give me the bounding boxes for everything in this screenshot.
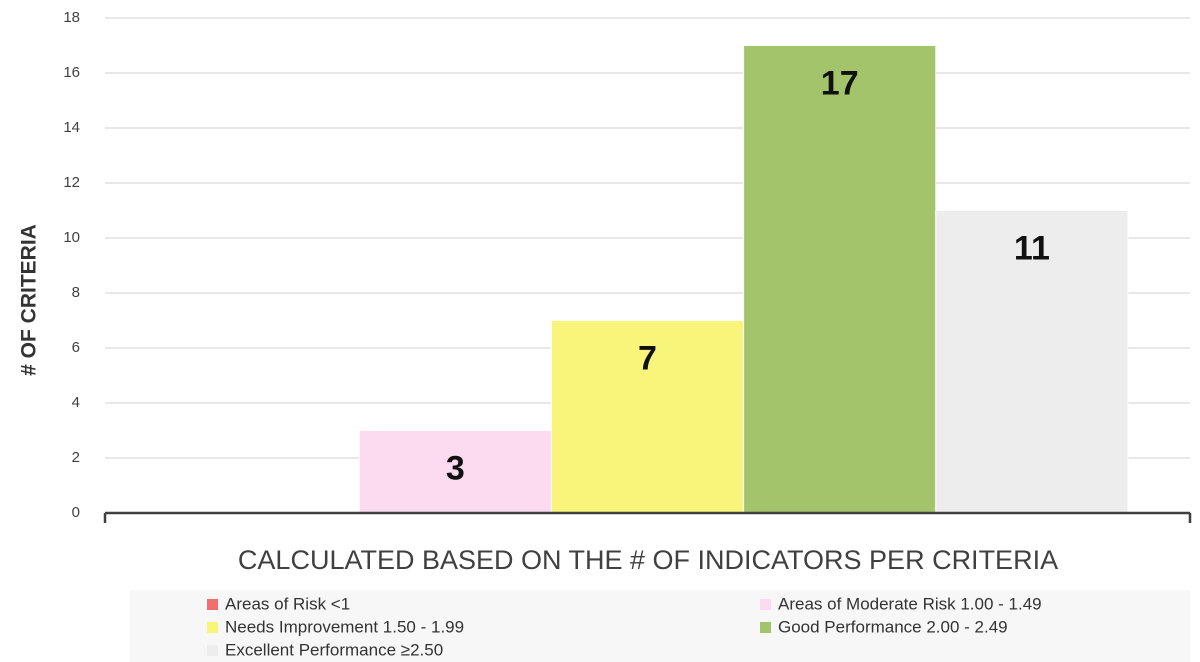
data-label: 11 [1014, 229, 1050, 267]
y-tick-label: 0 [72, 504, 80, 521]
y-tick-label: 16 [63, 64, 80, 81]
y-tick-label: 2 [72, 449, 80, 466]
legend-label: Excellent Performance ≥2.50 [225, 640, 443, 659]
legend-swatch [760, 599, 771, 610]
legend-swatch [760, 622, 771, 633]
y-tick-label: 10 [63, 229, 80, 246]
bar [935, 210, 1129, 514]
y-tick-label: 4 [72, 394, 80, 411]
y-tick-label: 6 [72, 339, 80, 356]
legend-label: Needs Improvement 1.50 - 1.99 [225, 617, 464, 636]
bar [358, 430, 552, 514]
bar [743, 45, 937, 514]
y-axis-title: # OF CRITERIA [18, 224, 41, 376]
y-tick-label: 18 [63, 9, 80, 26]
legend-label: Good Performance 2.00 - 2.49 [778, 617, 1008, 636]
y-tick-label: 14 [63, 119, 80, 136]
data-label: 7 [638, 339, 657, 377]
legend-box [130, 590, 1190, 662]
legend-swatch [207, 622, 218, 633]
legend-swatch [207, 599, 218, 610]
y-tick-label: 12 [63, 174, 80, 191]
bar [550, 320, 745, 514]
legend-swatch [207, 645, 218, 656]
data-label: 3 [446, 449, 465, 487]
x-axis-title: CALCULATED BASED ON THE # OF INDICATORS … [238, 545, 1058, 575]
legend-label: Areas of Risk <1 [225, 594, 350, 613]
legend-label: Areas of Moderate Risk 1.00 - 1.49 [778, 594, 1042, 613]
data-label: 17 [821, 64, 859, 102]
y-tick-label: 8 [72, 284, 80, 301]
